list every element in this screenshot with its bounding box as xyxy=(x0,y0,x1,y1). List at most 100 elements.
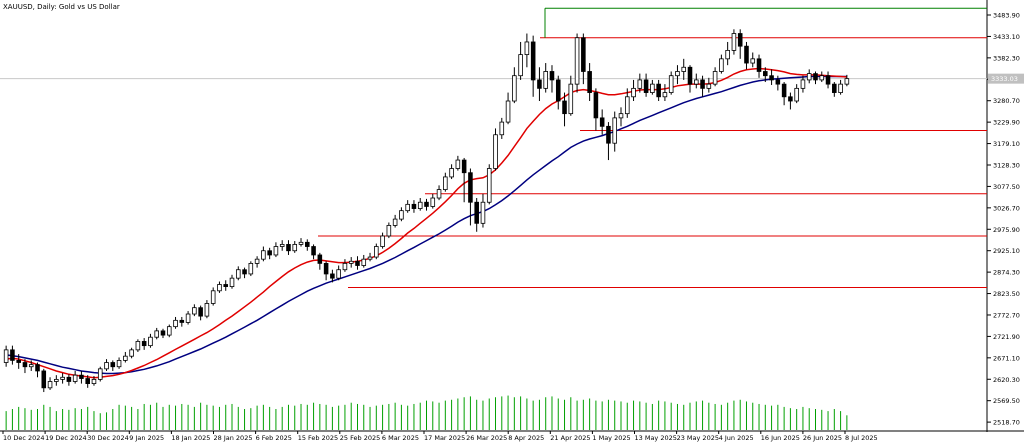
candle-bearish xyxy=(530,41,536,81)
candle-bullish xyxy=(342,262,348,271)
candle-bullish xyxy=(499,121,505,136)
candle-bullish xyxy=(173,319,178,328)
candle-bullish xyxy=(568,83,574,115)
candle-bullish xyxy=(731,33,737,51)
candle-bearish xyxy=(160,330,166,336)
time-axis-label: 9 Jan 2025 xyxy=(129,434,164,442)
chart-title: XAUUSD, Daily: Gold vs US Dollar xyxy=(3,3,120,11)
candle-bearish xyxy=(775,79,781,85)
current-price-label: 3333.03 xyxy=(991,75,1018,83)
candle-bullish xyxy=(631,87,636,98)
candle-bullish xyxy=(204,303,210,317)
price-axis-label: 2671.10 xyxy=(993,354,1020,362)
time-axis-label: 18 Jan 2025 xyxy=(171,434,210,442)
candle-bearish xyxy=(549,71,555,81)
candle-bullish xyxy=(417,201,423,209)
candle-bearish xyxy=(461,159,467,174)
candle-bearish xyxy=(769,75,774,81)
candle-bullish xyxy=(399,210,404,220)
candle-bearish xyxy=(267,250,272,256)
candle-bearish xyxy=(587,71,592,93)
candle-bullish xyxy=(361,258,367,266)
price-axis-label: 2975.90 xyxy=(993,226,1020,234)
candle-bullish xyxy=(54,378,59,382)
candle-bearish xyxy=(79,374,84,379)
time-axis-label: 8 Apr 2025 xyxy=(508,434,544,442)
candle-bearish xyxy=(411,203,417,209)
candle-bullish xyxy=(72,374,78,382)
candle-bullish xyxy=(279,244,285,247)
candlestick-series xyxy=(3,29,850,393)
candle-bearish xyxy=(305,241,310,247)
candle-bullish xyxy=(129,349,134,357)
candle-bearish xyxy=(599,117,605,127)
candle-bullish xyxy=(229,277,235,287)
price-axis: 3483.903433.103382.303331.503280.703229.… xyxy=(987,12,1024,427)
candle-bearish xyxy=(832,83,837,93)
candle-bearish xyxy=(242,269,247,275)
candle-bullish xyxy=(512,75,517,102)
candle-bullish xyxy=(637,79,643,89)
candle-bearish xyxy=(141,341,147,347)
candle-bearish xyxy=(825,75,831,85)
time-axis-label: 8 Jul 2025 xyxy=(845,434,878,442)
candle-bullish xyxy=(292,244,298,252)
candle-bearish xyxy=(85,378,90,385)
candle-bullish xyxy=(91,378,97,385)
time-axis-label: 6 Feb 2025 xyxy=(256,434,292,442)
candle-bearish xyxy=(643,79,649,93)
time-axis-label: 26 Jun 2025 xyxy=(803,434,842,442)
price-axis-label: 3382.30 xyxy=(993,54,1020,62)
candle-bullish xyxy=(618,113,624,119)
candle-bullish xyxy=(298,241,304,245)
moving-average-slow xyxy=(5,75,847,375)
candle-bearish xyxy=(562,100,567,115)
candle-bearish xyxy=(687,66,693,85)
candle-bullish xyxy=(800,79,806,89)
time-axis-label: 15 Feb 2025 xyxy=(298,434,338,442)
candle-bullish xyxy=(436,189,442,199)
candle-bullish xyxy=(662,92,668,98)
candle-bullish xyxy=(449,168,454,178)
candle-bullish xyxy=(104,362,109,370)
candle-bullish xyxy=(725,49,730,60)
candle-bearish xyxy=(555,79,561,102)
candle-bearish xyxy=(781,83,787,98)
time-axis-label: 30 Dec 2024 xyxy=(87,434,129,442)
time-axis-label: 21 Apr 2025 xyxy=(550,434,590,442)
candle-bearish xyxy=(581,37,586,72)
candle-bullish xyxy=(248,262,254,275)
candle-bullish xyxy=(524,41,530,56)
price-axis-label: 2874.30 xyxy=(993,269,1020,277)
candle-bullish xyxy=(97,368,103,380)
candle-bullish xyxy=(844,78,850,85)
price-axis-label: 3179.10 xyxy=(993,140,1020,148)
candle-bearish xyxy=(10,349,15,361)
level-lines[interactable] xyxy=(0,7,987,288)
candle-bullish xyxy=(116,360,122,368)
price-axis-label: 3229.90 xyxy=(993,119,1020,127)
candle-bullish xyxy=(694,79,699,85)
candle-bullish xyxy=(675,71,680,77)
candle-bullish xyxy=(712,71,718,85)
candle-bullish xyxy=(392,218,398,226)
time-axis-label: 25 Feb 2025 xyxy=(340,434,380,442)
candle-bullish xyxy=(430,197,436,207)
candle-bearish xyxy=(35,364,40,372)
time-axis-label: 1 May 2025 xyxy=(592,434,630,442)
candle-bullish xyxy=(235,269,241,279)
candle-bearish xyxy=(355,260,360,266)
candle-bullish xyxy=(794,87,799,102)
candle-bullish xyxy=(543,71,548,89)
candle-bullish xyxy=(386,225,392,237)
candle-bullish xyxy=(574,37,580,85)
price-axis-label: 2620.30 xyxy=(993,376,1020,384)
candle-bullish xyxy=(806,73,812,81)
price-axis-label: 2569.50 xyxy=(993,397,1020,405)
candle-bullish xyxy=(681,66,687,72)
candle-bullish xyxy=(706,83,712,89)
candle-bullish xyxy=(210,290,216,304)
candle-bullish xyxy=(838,83,843,93)
